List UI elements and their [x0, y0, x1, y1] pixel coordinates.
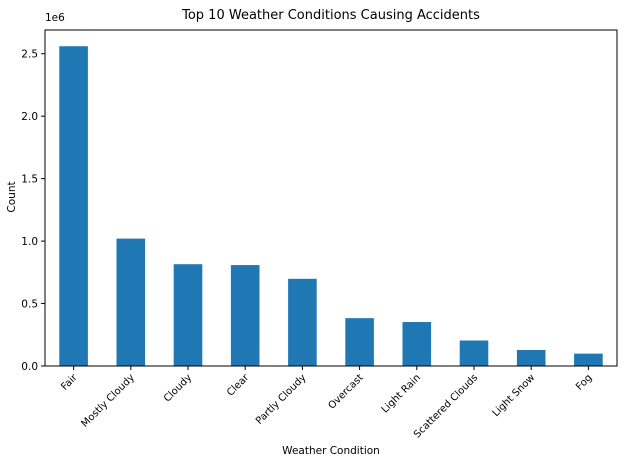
bar-partly-cloudy [288, 278, 317, 366]
x-tick-label: Light Snow [491, 372, 538, 419]
y-tick-label: 2.5 [21, 49, 38, 61]
x-tick-label: Fog [574, 372, 594, 392]
chart-title: Top 10 Weather Conditions Causing Accide… [181, 8, 480, 23]
x-axis-label: Weather Condition [282, 445, 380, 457]
bar-clear [230, 265, 260, 366]
x-tick-label: Cloudy [162, 372, 194, 404]
y-tick-label: 1.0 [21, 236, 38, 248]
bar-scattered-clouds [459, 340, 489, 366]
y-tick-label: 0.5 [21, 299, 38, 311]
y-axis-label: Count [6, 181, 18, 212]
bar-fog [574, 353, 603, 366]
y-tick-label: 2.0 [21, 111, 38, 123]
x-tick-label: Scattered Clouds [412, 372, 480, 440]
x-tick-label: Mostly Cloudy [79, 372, 136, 429]
x-tick-label: Fair [59, 372, 80, 393]
x-tick-label: Light Rain [380, 372, 423, 415]
x-tick-label: Overcast [326, 372, 365, 411]
y-offset-label: 1e6 [45, 12, 65, 24]
bar-overcast [345, 318, 374, 366]
plot-frame [44, 29, 618, 367]
x-tick-label: Partly Cloudy [254, 372, 309, 427]
x-tick-label: Clear [225, 372, 252, 399]
bar-cloudy [173, 264, 203, 366]
bar-light-rain [402, 322, 432, 366]
y-tick-label: 0.0 [21, 361, 38, 373]
y-tick-label: 1.5 [21, 174, 38, 186]
bar-light-snow [516, 350, 546, 366]
bar-mostly-cloudy [116, 238, 146, 366]
bar-fair [59, 46, 88, 367]
